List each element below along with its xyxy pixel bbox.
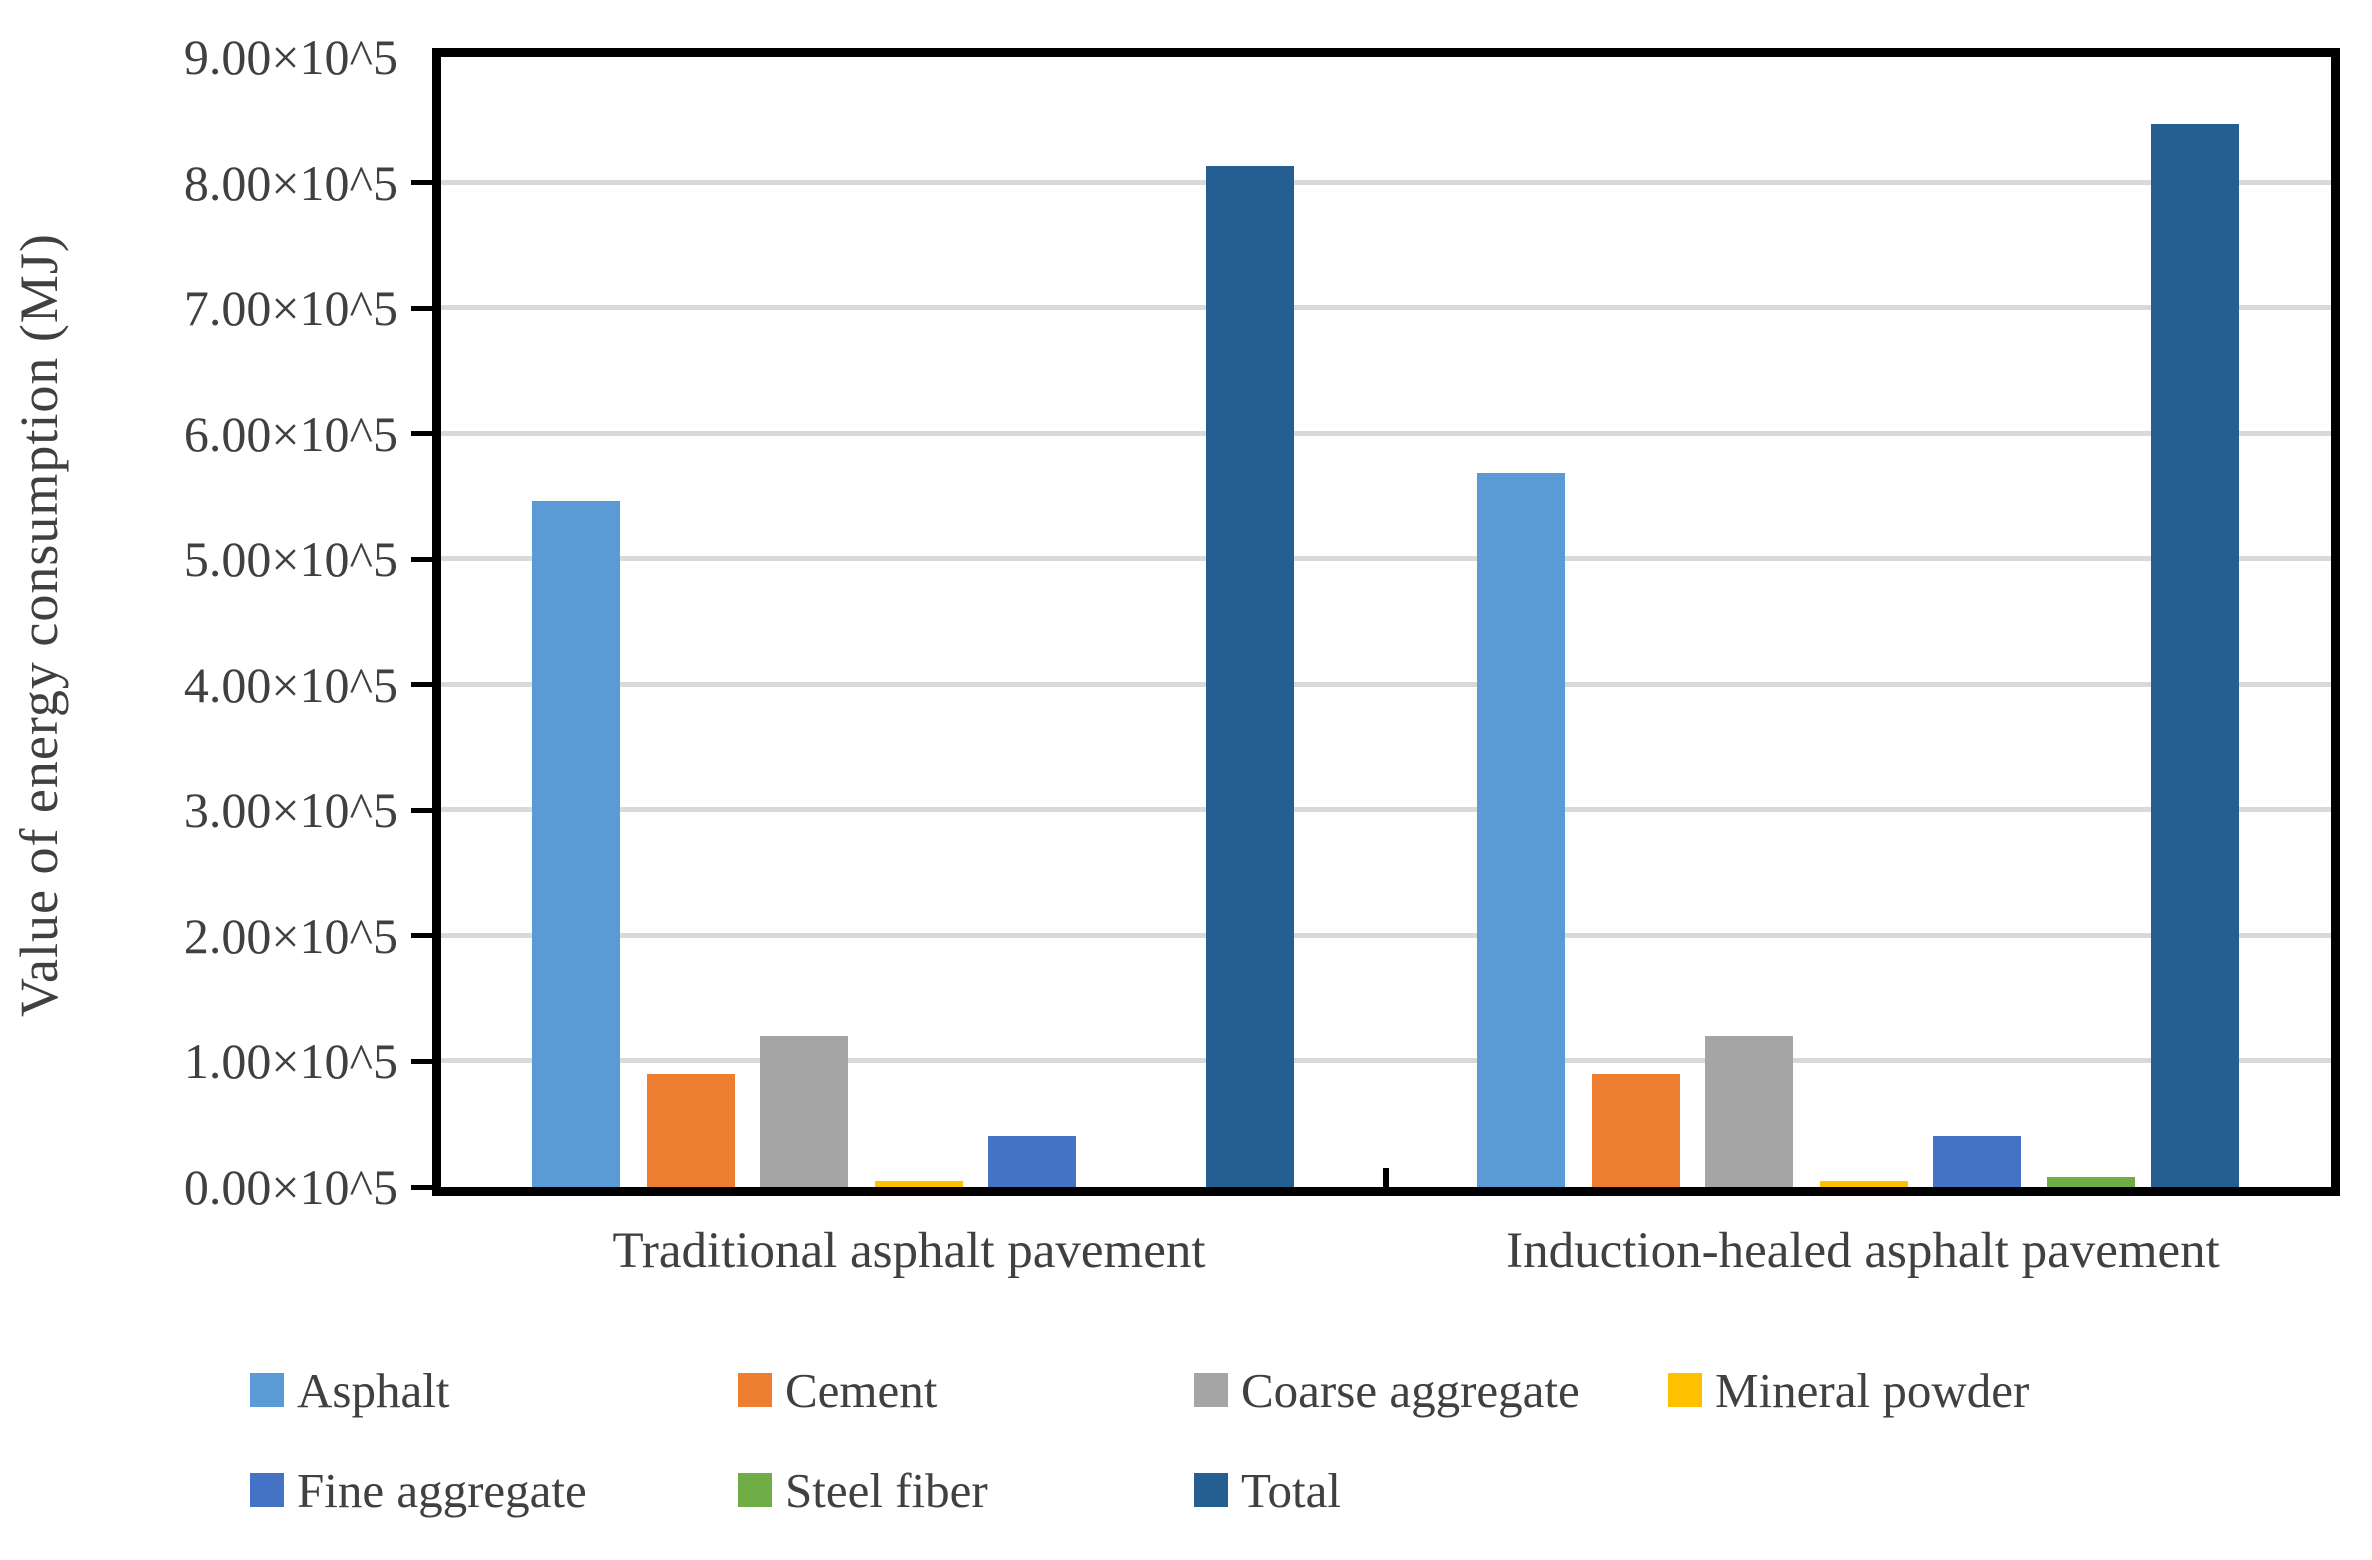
legend-item-total: Total bbox=[1194, 1462, 1341, 1518]
y-tick-mark bbox=[411, 431, 432, 437]
y-tick-label: 0.00×10^5 bbox=[183, 1159, 398, 1215]
y-tick-label: 9.00×10^5 bbox=[183, 29, 398, 85]
gridline bbox=[441, 305, 2331, 311]
gridline bbox=[441, 556, 2331, 562]
y-axis-title: Value of energy consumption (MJ) bbox=[9, 233, 69, 1017]
bar-total-traditional-asphalt-pavement bbox=[1206, 166, 1295, 1187]
y-tick-label: 8.00×10^5 bbox=[183, 154, 398, 211]
y-tick-mark bbox=[411, 180, 432, 186]
bar-coarse-aggregate-traditional-asphalt-pavement bbox=[760, 1036, 849, 1187]
legend-item-cement: Cement bbox=[738, 1362, 938, 1418]
legend-label: Mineral powder bbox=[1715, 1362, 2030, 1418]
x-tick-mark bbox=[1383, 1168, 1389, 1187]
legend-swatch-mineral-powder bbox=[1668, 1373, 1702, 1407]
y-tick-mark bbox=[411, 1058, 432, 1064]
bar-mineral-powder-induction-healed-asphalt-pavement bbox=[1819, 1180, 1908, 1187]
y-tick-label: 7.00×10^5 bbox=[183, 280, 398, 337]
x-axis-category-labels: Traditional asphalt pavement Induction-he… bbox=[432, 1222, 2340, 1280]
legend-label: Fine aggregate bbox=[297, 1462, 587, 1518]
plot-area bbox=[432, 48, 2340, 1196]
legend-swatch-total bbox=[1194, 1473, 1228, 1507]
legend-item-coarse-aggregate: Coarse aggregate bbox=[1194, 1362, 1580, 1418]
legend-label: Asphalt bbox=[297, 1362, 450, 1418]
legend-item-steel-fiber: Steel fiber bbox=[738, 1462, 988, 1518]
y-tick-label: 4.00×10^5 bbox=[183, 656, 398, 713]
bar-asphalt-traditional-asphalt-pavement bbox=[531, 501, 620, 1187]
y-tick-mark bbox=[411, 1184, 432, 1190]
x-category-label: Induction-healed asphalt pavement bbox=[1506, 1223, 2220, 1279]
gridline bbox=[441, 932, 2331, 938]
gridline bbox=[441, 1058, 2331, 1064]
bar-steel-fiber-induction-healed-asphalt-pavement bbox=[2046, 1176, 2135, 1187]
legend-item-asphalt: Asphalt bbox=[250, 1362, 450, 1418]
y-tick-label: 3.00×10^5 bbox=[183, 782, 398, 839]
y-tick-label: 2.00×10^5 bbox=[183, 907, 398, 964]
bar-cement-traditional-asphalt-pavement bbox=[647, 1074, 735, 1187]
bar-fine-aggregate-induction-healed-asphalt-pavement bbox=[1933, 1135, 2022, 1187]
y-tick-mark bbox=[411, 933, 432, 939]
legend-swatch-coarse-aggregate bbox=[1194, 1373, 1228, 1407]
y-tick-label: 6.00×10^5 bbox=[183, 405, 398, 462]
y-tick-label: 1.00×10^5 bbox=[183, 1033, 398, 1090]
legend-label: Cement bbox=[785, 1362, 938, 1418]
gridline bbox=[441, 681, 2331, 687]
bar-cement-induction-healed-asphalt-pavement bbox=[1592, 1074, 1680, 1187]
legend-label: Steel fiber bbox=[785, 1462, 988, 1518]
bar-mineral-powder-traditional-asphalt-pavement bbox=[874, 1180, 963, 1187]
bar-coarse-aggregate-induction-healed-asphalt-pavement bbox=[1705, 1036, 1794, 1187]
y-tick-mark bbox=[411, 305, 432, 311]
gridline bbox=[441, 430, 2331, 436]
legend-label: Coarse aggregate bbox=[1241, 1362, 1580, 1418]
y-tick-mark bbox=[411, 807, 432, 813]
legend-label: Total bbox=[1241, 1462, 1341, 1518]
legend-swatch-cement bbox=[738, 1373, 772, 1407]
x-category-label: Traditional asphalt pavement bbox=[612, 1223, 1206, 1279]
bar-total-induction-healed-asphalt-pavement bbox=[2151, 123, 2240, 1187]
y-tick-mark bbox=[411, 556, 432, 562]
legend-swatch-steel-fiber bbox=[738, 1473, 772, 1507]
bar-asphalt-induction-healed-asphalt-pavement bbox=[1476, 472, 1565, 1187]
legend-item-fine-aggregate: Fine aggregate bbox=[250, 1462, 587, 1518]
legend-swatch-fine-aggregate bbox=[250, 1473, 284, 1507]
gridline bbox=[441, 179, 2331, 185]
y-tick-label: 5.00×10^5 bbox=[183, 531, 398, 588]
legend-item-mineral-powder: Mineral powder bbox=[1668, 1362, 2030, 1418]
gridline bbox=[441, 807, 2331, 813]
y-tick-mark bbox=[411, 682, 432, 688]
legend-swatch-asphalt bbox=[250, 1373, 284, 1407]
bar-fine-aggregate-traditional-asphalt-pavement bbox=[988, 1135, 1077, 1187]
